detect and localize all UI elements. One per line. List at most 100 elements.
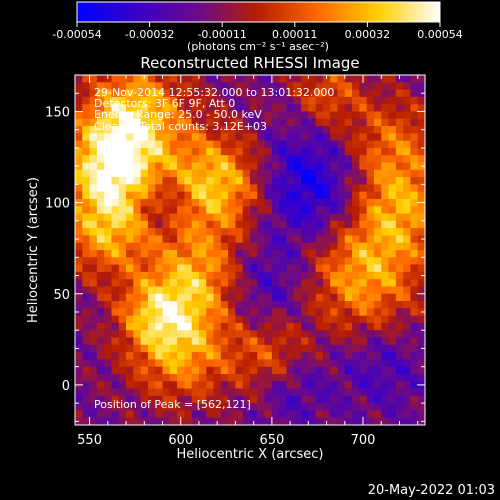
heatmap-cell <box>220 242 229 251</box>
heatmap-cell <box>104 330 112 338</box>
heatmap-cell <box>286 242 295 251</box>
heatmap-cell <box>162 184 171 193</box>
heatmap-cell <box>235 147 244 156</box>
heatmap-cell <box>147 242 156 251</box>
heatmap-cell <box>388 228 397 236</box>
heatmap-cell <box>279 271 287 280</box>
heatmap-cell <box>257 140 265 149</box>
heatmap-cell <box>359 96 368 105</box>
heatmap-cell <box>177 403 185 411</box>
heatmap-cell <box>308 89 317 98</box>
heatmap-cell <box>242 308 251 317</box>
heatmap-cell <box>315 257 324 265</box>
heatmap-cell <box>111 118 120 127</box>
heatmap-cell <box>410 388 419 397</box>
heatmap-cell <box>147 388 156 397</box>
heatmap-cell <box>162 279 171 287</box>
heatmap-cell <box>126 388 134 397</box>
heatmap-cell <box>184 250 193 258</box>
heatmap-cell <box>177 213 185 222</box>
heatmap-cell <box>82 417 90 426</box>
heatmap-cell <box>169 82 178 90</box>
heatmap-cell <box>140 279 149 287</box>
x-tick-label: 700 <box>351 433 376 448</box>
heatmap-cell <box>257 301 265 309</box>
heatmap-cell <box>301 271 309 280</box>
heatmap-cell <box>177 257 185 265</box>
heatmap-cell <box>279 220 287 229</box>
heatmap-cell <box>147 118 156 127</box>
heatmap-cell <box>104 271 112 280</box>
heatmap-cell <box>213 96 222 105</box>
heatmap-cell <box>147 184 156 193</box>
heatmap-cell <box>220 162 229 171</box>
heatmap-cell <box>104 381 112 389</box>
heatmap-cell <box>184 162 193 171</box>
heatmap-cell <box>111 198 120 207</box>
heatmap-cell <box>352 242 360 251</box>
heatmap-cell <box>366 89 375 98</box>
heatmap-cell <box>344 184 353 193</box>
heatmap-cell <box>271 133 280 142</box>
heatmap-cell <box>322 308 331 317</box>
heatmap-cell <box>206 352 214 360</box>
heatmap-cell <box>206 111 214 120</box>
heatmap-cell <box>250 213 258 222</box>
heatmap-cell <box>395 257 404 265</box>
heatmap-cell <box>235 410 244 419</box>
heatmap-cell <box>352 118 360 127</box>
heatmap-cell <box>410 257 419 265</box>
heatmap-cell <box>403 228 411 236</box>
heatmap-cell <box>220 264 229 273</box>
heatmap-cell <box>257 359 265 368</box>
heatmap-cell <box>279 75 287 83</box>
heatmap-cell <box>235 126 244 134</box>
heatmap-cell <box>366 279 375 287</box>
heatmap-cell <box>301 82 309 90</box>
heatmap-cell <box>228 162 236 171</box>
heatmap-cell <box>198 352 207 360</box>
heatmap-cell <box>133 147 142 156</box>
heatmap-cell <box>133 279 142 287</box>
heatmap-cell <box>301 417 309 426</box>
heatmap-cell <box>301 359 309 368</box>
heatmap-cell <box>140 118 149 127</box>
heatmap-cell <box>366 104 375 112</box>
heatmap-cell <box>330 198 338 207</box>
heatmap-cell <box>228 191 236 200</box>
heatmap-cell <box>184 118 193 127</box>
heatmap-cell <box>308 147 317 156</box>
heatmap-cell <box>118 381 127 389</box>
heatmap-cell <box>373 410 382 419</box>
heatmap-cell <box>206 264 214 273</box>
heatmap-cell <box>322 126 331 134</box>
heatmap-cell <box>417 118 426 127</box>
heatmap-cell <box>337 293 346 302</box>
x-tick-label: 600 <box>168 433 193 448</box>
heatmap-cell <box>104 140 112 149</box>
heatmap-cell <box>162 162 171 171</box>
heatmap-cell <box>250 235 258 244</box>
colorbar-ticks: -0.00054 -0.00032 -0.00011 0.00011 0.00032 0.… <box>52 22 463 41</box>
heatmap-cell <box>250 403 258 411</box>
heatmap-cell <box>118 140 127 149</box>
heatmap-cell <box>220 155 229 163</box>
heatmap-cell <box>111 330 120 338</box>
heatmap-cell <box>111 337 120 346</box>
heatmap-cell <box>344 220 353 229</box>
heatmap-cell <box>162 191 171 200</box>
heatmap-cell <box>271 301 280 309</box>
heatmap-cell <box>104 337 112 346</box>
heatmap-cell <box>344 140 353 149</box>
heatmap-cell <box>352 184 360 193</box>
heatmap-cell <box>388 169 397 178</box>
heatmap-cell <box>315 381 324 389</box>
heatmap-cell <box>257 308 265 317</box>
heatmap-cell <box>82 250 90 258</box>
heatmap-cell <box>198 177 207 185</box>
heatmap-cell <box>279 206 287 214</box>
heatmap-cell <box>104 235 112 244</box>
heatmap-cell <box>403 242 411 251</box>
heatmap-cell <box>220 388 229 397</box>
heatmap-cell <box>301 373 309 382</box>
